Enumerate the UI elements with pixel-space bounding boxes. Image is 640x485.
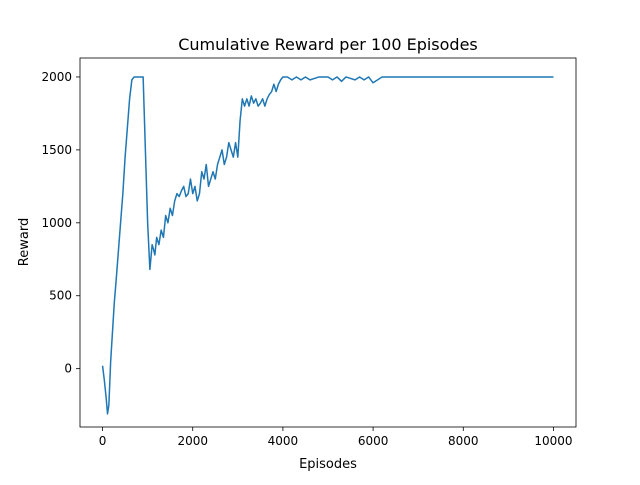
plot-background (80, 58, 576, 427)
y-tick-label: 0 (64, 362, 72, 376)
y-axis-label: Reward (17, 218, 32, 266)
y-tick-label: 500 (49, 289, 72, 303)
series-layer (101, 76, 554, 415)
plot-frame (79, 57, 577, 428)
tick-layer: 0 2000 4000 6000 8000 10000 0 500 1000 1500 2000 (41, 70, 572, 448)
x-axis-label: Episodes (299, 457, 357, 472)
chart-title: Cumulative Reward per 100 Episodes (178, 35, 478, 54)
y-tick-label: 1500 (41, 143, 72, 157)
y-tick-label: 2000 (41, 70, 72, 84)
x-tick-label: 8000 (448, 434, 479, 448)
y-tick-label: 1000 (41, 216, 72, 230)
x-tick-label: 0 (99, 434, 107, 448)
reward-series-line (101, 76, 554, 415)
x-tick-label: 10000 (534, 434, 572, 448)
x-tick-label: 2000 (177, 434, 208, 448)
x-tick-label: 4000 (268, 434, 299, 448)
x-tick-label: 6000 (358, 434, 389, 448)
